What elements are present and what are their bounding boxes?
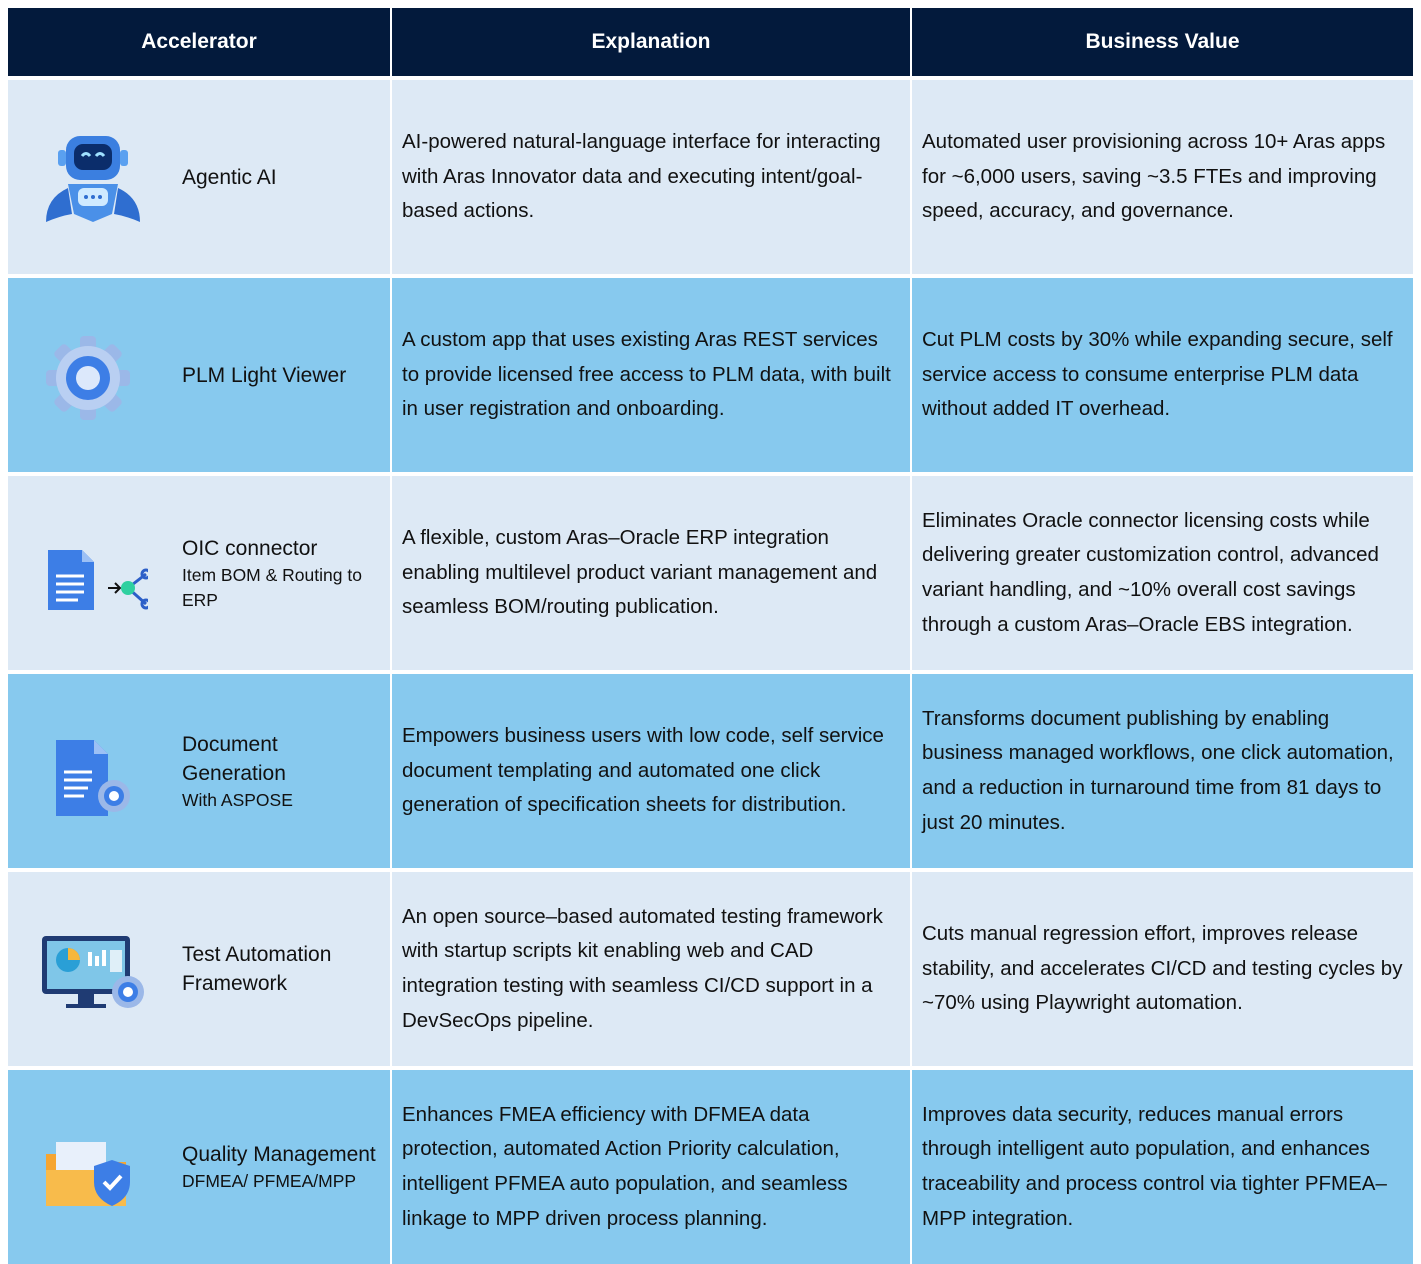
header-cell: Business Value <box>912 8 1413 76</box>
accelerator-subtitle: Item BOM & Routing to ERP <box>182 564 362 610</box>
business-value-cell: Eliminates Oracle connector licensing co… <box>912 476 1413 670</box>
explanation-cell: Enhances FMEA efficiency with DFMEA data… <box>392 1070 910 1264</box>
business-value-cell: Automated user provisioning across 10+ A… <box>912 80 1413 274</box>
header-cell: Accelerator <box>8 8 390 76</box>
accelerator-name: Document Generation <box>182 732 286 785</box>
accelerator-cell: Test Automation Framework <box>8 872 390 1066</box>
icon <box>46 1142 130 1206</box>
business-value-cell: Improves data security, reduces manual e… <box>912 1070 1413 1264</box>
business-value-cell: Cuts manual regression effort, improves … <box>912 872 1413 1066</box>
accelerator-cell: Document Generation With ASPOSE <box>8 674 390 868</box>
accelerator-cell: PLM Light Viewer <box>8 278 390 472</box>
accelerator-name: PLM Light Viewer <box>182 363 347 387</box>
accelerator-name: Test Automation Framework <box>182 943 332 995</box>
accelerator-subtitle: With ASPOSE <box>182 789 293 810</box>
explanation-cell: Empowers business users with low code, s… <box>392 674 910 868</box>
explanation-cell: An open source–based automated testing f… <box>392 872 910 1066</box>
accelerator-name: OIC connector <box>182 536 318 560</box>
header-cell: Explanation <box>392 8 910 76</box>
accelerator-names: Document Generation With ASPOSE <box>182 730 380 813</box>
accelerator-names: PLM Light Viewer <box>182 361 346 390</box>
icon <box>46 336 130 420</box>
business-value-cell: Transforms document publishing by enabli… <box>912 674 1413 868</box>
accelerator-cell: Agentic AI <box>8 80 390 274</box>
accelerator-names: Test Automation Framework <box>182 940 380 998</box>
accelerator-name: Quality Management <box>182 1143 376 1166</box>
explanation-cell: AI-powered natural-language interface fo… <box>392 80 910 274</box>
icon <box>46 136 140 222</box>
accelerator-cell: Quality Management DFMEA/ PFMEA/MPP <box>8 1070 390 1264</box>
accelerator-subtitle: DFMEA/ PFMEA/MPP <box>182 1171 357 1191</box>
accelerator-name: Agentic AI <box>182 165 277 189</box>
icon <box>56 740 130 816</box>
table: Accelerator Explanation Business Value A… <box>8 8 1413 1264</box>
explanation-cell: A flexible, custom Aras–Oracle ERP integ… <box>392 476 910 670</box>
accelerator-names: Agentic AI <box>182 163 277 192</box>
accelerator-names: OIC connector Item BOM & Routing to ERP <box>182 534 380 613</box>
icon <box>42 936 144 1008</box>
icon <box>48 550 148 610</box>
business-value-cell: Cut PLM costs by 30% while expanding sec… <box>912 278 1413 472</box>
accelerator-cell: OIC connector Item BOM & Routing to ERP <box>8 476 390 670</box>
accelerator-names: Quality Management DFMEA/ PFMEA/MPP <box>182 1140 376 1194</box>
explanation-cell: A custom app that uses existing Aras RES… <box>392 278 910 472</box>
